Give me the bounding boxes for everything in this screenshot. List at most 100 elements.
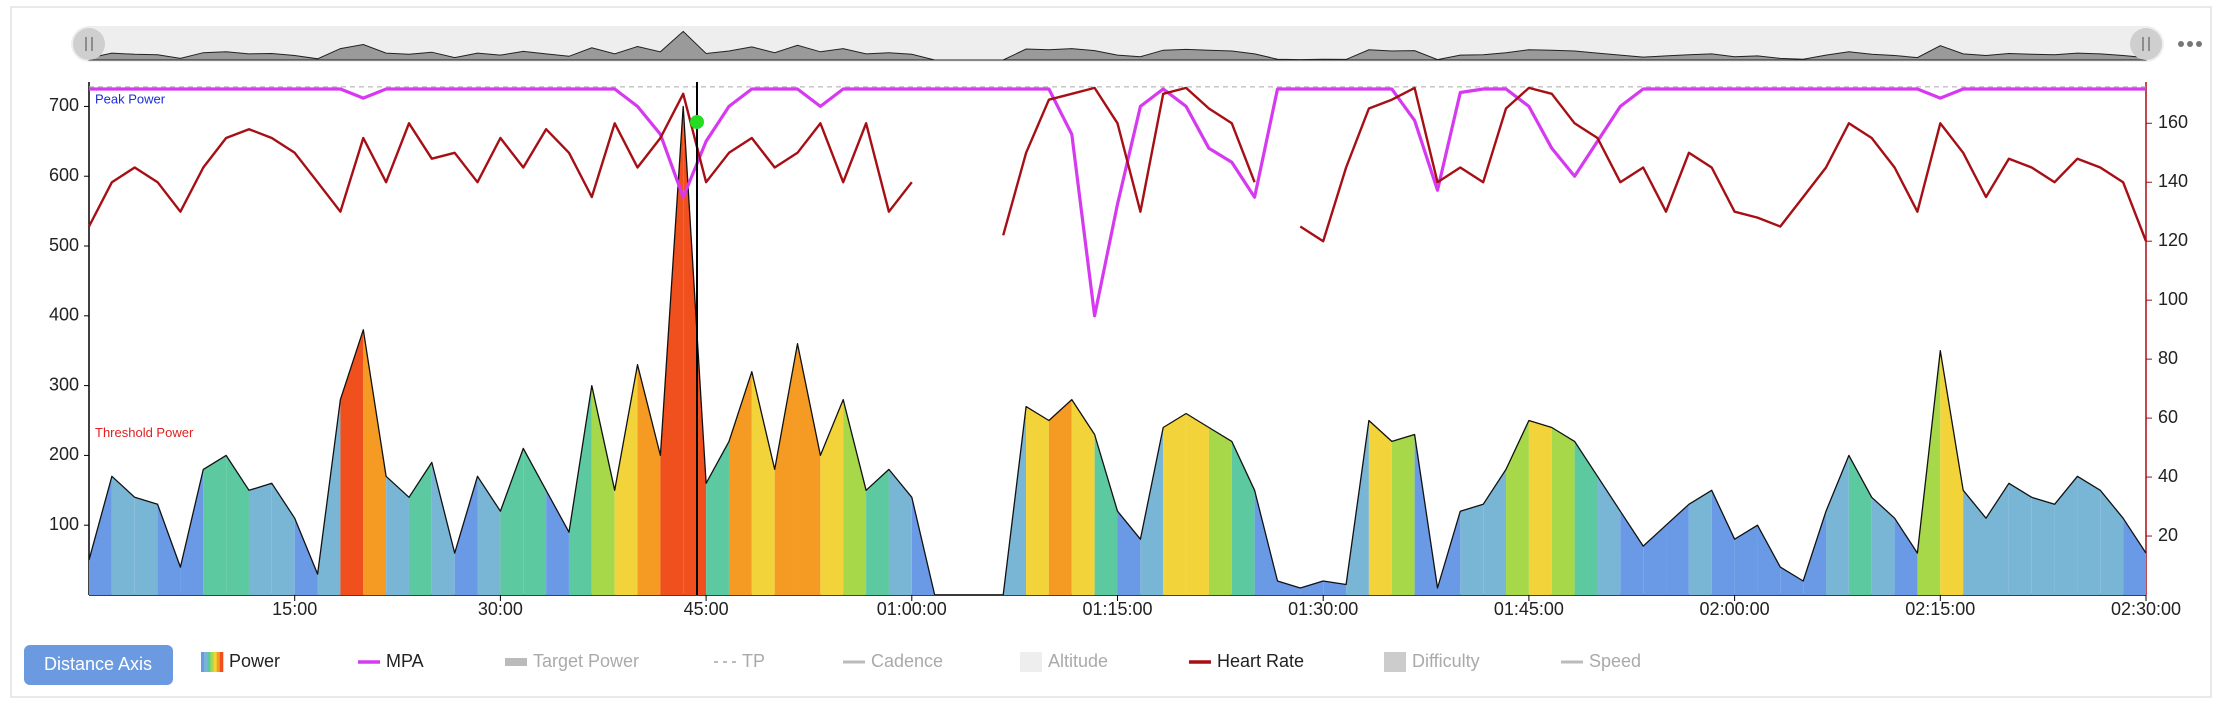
- power-segment: [2054, 476, 2078, 595]
- button-background[interactable]: [24, 645, 173, 685]
- power-segment: [89, 476, 112, 595]
- legend-item[interactable]: Difficulty: [1384, 651, 1480, 672]
- legend-swatch: [207, 652, 211, 672]
- legend-item[interactable]: Target Power: [505, 651, 639, 671]
- power-segment: [1094, 434, 1118, 595]
- legend: Power MPA Target Power TP Cadence Altitude Hea…: [201, 651, 1641, 672]
- power-segment: [797, 343, 821, 595]
- power-segment: [523, 448, 547, 595]
- legend-swatch: [505, 658, 527, 666]
- legend-item[interactable]: Heart Rate: [1189, 651, 1304, 671]
- y2-tick-label: 80: [2158, 348, 2178, 368]
- more-menu[interactable]: [2178, 41, 2202, 47]
- power-segment: [340, 329, 364, 595]
- legend-label[interactable]: MPA: [386, 651, 424, 671]
- power-outline: [88, 105, 2147, 596]
- power-segment: [637, 364, 661, 595]
- power-segment: [1506, 420, 1529, 595]
- legend-item[interactable]: Cadence: [843, 651, 943, 671]
- y-tick-label: 100: [49, 514, 79, 534]
- power-segment: [226, 455, 249, 595]
- power-segment: [1300, 581, 1324, 595]
- legend-item[interactable]: TP: [714, 651, 765, 671]
- legend-label[interactable]: Target Power: [533, 651, 639, 671]
- power-segment: [614, 364, 638, 595]
- power-segment: [1277, 581, 1301, 595]
- y-tick-label: 500: [49, 235, 79, 255]
- power-segment: [2077, 476, 2101, 595]
- legend-label[interactable]: Power: [229, 651, 280, 671]
- power-segment: [751, 371, 775, 595]
- legend-item[interactable]: Speed: [1561, 651, 1641, 671]
- power-segment: [180, 469, 204, 595]
- legend-label[interactable]: Altitude: [1048, 651, 1108, 671]
- power-segment: [157, 504, 181, 595]
- y2-tick-label: 20: [2158, 525, 2178, 545]
- handle-knob[interactable]: [2130, 28, 2162, 60]
- y-tick-label: 200: [49, 444, 79, 464]
- power-segment: [134, 497, 158, 595]
- legend-swatch: [1384, 652, 1406, 672]
- legend-label[interactable]: TP: [742, 651, 765, 671]
- power-segment: [1551, 427, 1575, 595]
- x-tick-label: 02:15:00: [1905, 599, 1975, 619]
- legend-item[interactable]: Altitude: [1020, 651, 1108, 672]
- legend-label[interactable]: Speed: [1589, 651, 1641, 671]
- y-tick-label: 300: [49, 374, 79, 394]
- legend-swatch: [219, 652, 224, 672]
- power-segment: [294, 518, 318, 595]
- power-segment: [1323, 581, 1347, 595]
- navigator-handle-right[interactable]: [2130, 28, 2162, 60]
- power-segment: [386, 476, 409, 595]
- legend-swatch: [216, 652, 221, 672]
- power-segment: [706, 441, 729, 595]
- x-tick-label: 01:15:00: [1082, 599, 1152, 619]
- x-tick-label: 02:00:00: [1700, 599, 1770, 619]
- power-segment: [1048, 399, 1072, 595]
- power-segment: [1186, 413, 1209, 595]
- power-segment: [363, 329, 387, 595]
- power-segment: [1757, 525, 1781, 595]
- heart-rate-line: [1002, 86, 1256, 236]
- button-label[interactable]: Distance Axis: [44, 654, 152, 674]
- power-segment: [1574, 441, 1598, 595]
- power-segment: [1826, 455, 1849, 595]
- power-segment: [866, 469, 889, 595]
- power-segment: [774, 343, 798, 595]
- legend-label[interactable]: Cadence: [871, 651, 943, 671]
- power-segment: [2008, 483, 2032, 595]
- power-segment: [888, 469, 912, 595]
- power-segment: [1940, 350, 1964, 595]
- power-segment: [568, 385, 592, 595]
- x-tick-label: 01:30:00: [1288, 599, 1358, 619]
- legend-item[interactable]: MPA: [358, 651, 424, 671]
- power-segment: [1803, 511, 1827, 595]
- power-segment: [683, 106, 707, 595]
- menu-dot: [2187, 41, 2193, 47]
- power-segment: [454, 476, 478, 595]
- power-segment: [820, 399, 844, 595]
- mpa-line: [89, 87, 2146, 318]
- power-segment: [1666, 504, 1689, 595]
- navigator-handle-left[interactable]: [73, 28, 105, 60]
- menu-dot: [2178, 41, 2184, 47]
- distance-axis-button[interactable]: Distance Axis: [24, 645, 173, 685]
- x-tick-label: 15:00: [272, 599, 317, 619]
- power-segment: [1688, 490, 1712, 595]
- power-segment: [546, 490, 569, 595]
- power-segment: [1026, 406, 1049, 595]
- handle-knob[interactable]: [73, 28, 105, 60]
- power-segment: [1871, 497, 1895, 595]
- power-segment: [1254, 490, 1278, 595]
- peak-power-label: Peak Power: [95, 91, 166, 106]
- power-segment: [1894, 518, 1918, 595]
- legend-swatch: [201, 652, 205, 672]
- heart-rate-line: [87, 92, 913, 228]
- legend-label[interactable]: Heart Rate: [1217, 651, 1304, 671]
- power-segment: [271, 483, 295, 595]
- power-segment: [500, 448, 524, 595]
- legend-item[interactable]: Power: [201, 651, 280, 672]
- power-segment: [1117, 511, 1141, 595]
- legend-label[interactable]: Difficulty: [1412, 651, 1480, 671]
